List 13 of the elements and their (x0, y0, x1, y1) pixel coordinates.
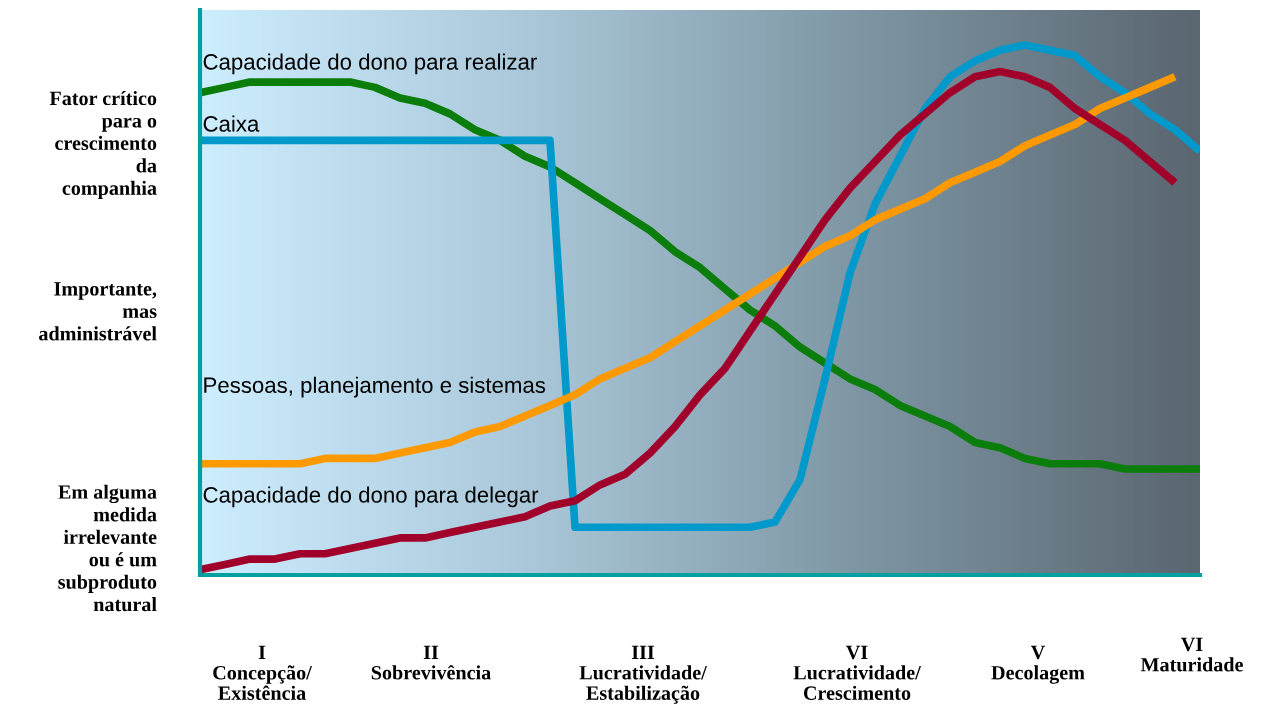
text: III Lucratividade/ Estabilização (579, 645, 707, 704)
text: Fator crítico para o crescimento da companhia (49, 90, 157, 200)
series-label: Capacidade do dono para realizar (203, 53, 537, 75)
series-label: Pessoas, planejamento e sistemas (204, 376, 546, 398)
series-label: Caixa (203, 115, 260, 132)
text: I Concepção/ Existência (213, 645, 312, 700)
text: V Decolagem (991, 645, 1085, 684)
text: Em alguma medida irrelevante ou é um subproduto natural (58, 484, 157, 612)
series-label: Capacidade do dono para delegar (203, 486, 539, 508)
text: II Sobrevivência (371, 645, 491, 680)
text: VI Lucratividade/ Crescimento (793, 645, 921, 700)
text: VI Maturidade (1140, 637, 1243, 672)
text: Importante, mas administrável (39, 282, 157, 341)
